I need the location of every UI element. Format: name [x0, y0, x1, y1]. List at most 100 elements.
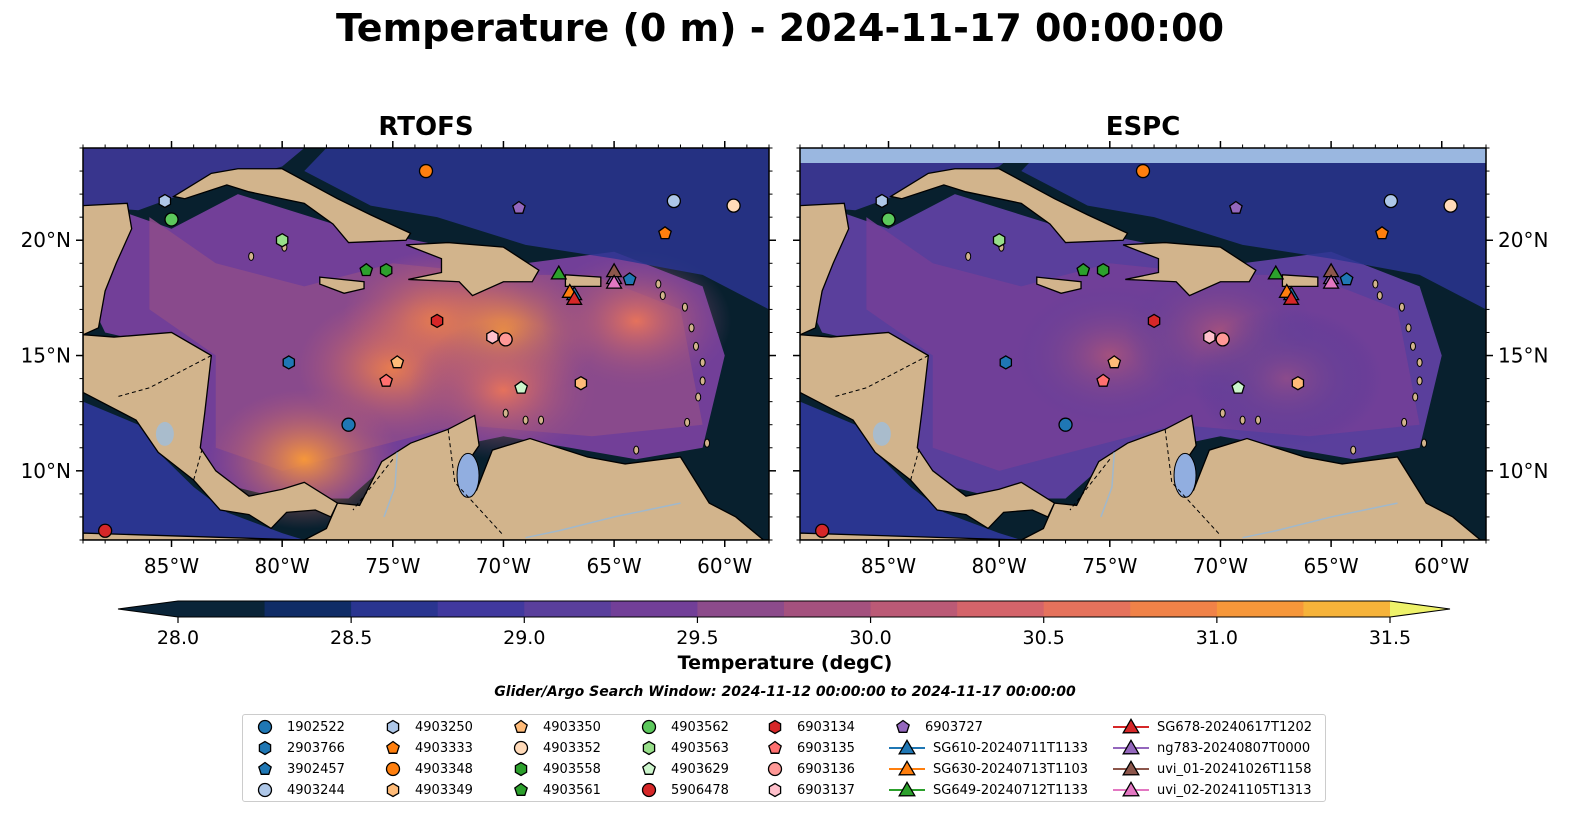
legend-label: 4903350: [543, 719, 601, 735]
legend-marker: [385, 761, 401, 777]
legend-marker: [896, 719, 910, 733]
legend-swatch: [889, 759, 925, 779]
colorbar-segment: [178, 601, 266, 617]
x-tick-label: 80°W: [255, 554, 310, 578]
float-marker-6903134: [1147, 313, 1161, 329]
small-island: [699, 357, 706, 367]
legend-label: 4903333: [415, 740, 473, 756]
legend-marker: [642, 740, 656, 756]
legend-swatch: [889, 717, 917, 737]
small-island: [1239, 415, 1246, 425]
panel-title-espc: ESPC: [1105, 112, 1181, 142]
panel-title-rtofs: RTOFS: [378, 112, 474, 142]
legend-swatch: [761, 738, 789, 758]
float-marker-4903352: [1443, 198, 1458, 213]
legend-label: 4903348: [415, 761, 473, 777]
legend-marker: [1122, 739, 1140, 755]
float-marker-4903244: [666, 193, 681, 209]
legend-marker: [514, 719, 528, 733]
x-tick-label: 85°W: [861, 554, 916, 578]
legend-marker: [898, 739, 916, 755]
legend-marker: [257, 719, 273, 735]
small-island: [248, 251, 255, 261]
float-marker-4903350: [390, 355, 405, 369]
colorbar-tick-label: 30.5: [1023, 627, 1065, 649]
x-tick-label: 85°W: [144, 554, 199, 578]
float-marker-4903348: [1135, 163, 1151, 179]
legend-item: SG610-20240711T1133: [889, 738, 1088, 758]
legend-marker: [514, 761, 528, 777]
float-marker-4903333: [1375, 225, 1389, 240]
small-island: [1416, 357, 1423, 367]
colorbar-segment: [437, 601, 525, 617]
legend-label: 3902457: [287, 761, 345, 777]
y-tick-label: 15°N: [1498, 344, 1548, 368]
x-tick-label: 60°W: [1414, 554, 1469, 578]
small-island: [1409, 341, 1416, 351]
map-panel-rtofs: 85°W 80°W 75°W 70°W 65°W 60°W 10°N 15°N 20°N: [21, 141, 776, 578]
legend-label: 4903244: [287, 782, 345, 798]
legend-label: 6903134: [797, 719, 855, 735]
legend-item: uvi_02-20241105T1313: [1113, 780, 1311, 800]
float-marker-5906478: [97, 523, 113, 538]
legend-marker: [898, 781, 916, 797]
legend-label: 6903135: [797, 740, 855, 756]
gulf-water: [800, 148, 1022, 211]
float-marker-4903349: [1291, 375, 1305, 391]
glider-marker-uvi_02-20241105T1313: [1322, 274, 1340, 289]
puerto-rico-land: [564, 274, 602, 288]
legend-swatch: [1113, 759, 1149, 779]
south-america-land: [83, 414, 769, 540]
lake-nicaragua: [155, 421, 174, 446]
legend-item: 4903352: [507, 738, 601, 758]
colorbar-label: Temperature (degC): [677, 652, 893, 674]
legend-label: 6903136: [797, 761, 855, 777]
legend-label: SG610-20240711T1133: [933, 740, 1089, 756]
river: [525, 502, 681, 539]
legend: 1902522 2903766 3902457 4903244 4903250 49033…: [242, 714, 1326, 802]
south-america-land: [800, 414, 1486, 540]
hispaniola-land: [405, 241, 540, 297]
float-marker-4903562: [881, 212, 896, 227]
small-island: [538, 415, 545, 425]
jamaica-land: [1036, 276, 1082, 294]
small-island: [633, 445, 640, 455]
colorbar-segment: [784, 601, 872, 617]
colorbar-segment: [524, 601, 612, 617]
small-island: [1405, 323, 1412, 333]
hispaniola-land: [1122, 241, 1257, 297]
legend-item: 6903134: [761, 717, 855, 737]
colorbar-tick-label: 28.5: [330, 627, 372, 649]
x-tick-label: 70°W: [1193, 554, 1248, 578]
legend-swatch: [507, 759, 535, 779]
float-marker-4903348: [418, 163, 434, 179]
legend-item: 2903766: [251, 738, 345, 758]
yucatan-land: [83, 202, 133, 336]
float-marker-4903561: [1076, 262, 1091, 277]
legend-marker: [257, 782, 273, 798]
y-tick-label: 15°N: [21, 344, 71, 368]
small-island: [1416, 376, 1423, 386]
small-island: [1350, 445, 1357, 455]
search-window-text: Glider/Argo Search Window: 2024-11-12 00…: [494, 684, 1076, 700]
legend-marker: [898, 760, 916, 776]
float-marker-4903558: [1096, 262, 1110, 278]
float-marker-4903629: [514, 380, 529, 394]
puerto-rico-land: [1281, 274, 1319, 288]
float-marker-2903766: [999, 355, 1013, 370]
legend-label: 1902522: [287, 719, 345, 735]
country-border: [910, 447, 920, 481]
legend-label: SG649-20240712T1133: [933, 782, 1089, 798]
legend-swatch: [251, 717, 279, 737]
x-tick-label: 70°W: [476, 554, 531, 578]
small-island: [965, 251, 972, 261]
legend-label: 4903558: [543, 761, 601, 777]
small-island: [1421, 438, 1428, 448]
river: [1100, 452, 1115, 518]
colorbar: 28.0 28.5 29.0 29.5 30.0 30.5 31.0 31.5: [117, 600, 1451, 649]
colorbar-extend-low: [118, 601, 178, 617]
float-marker-4903349: [574, 375, 588, 391]
country-border: [1164, 429, 1221, 536]
small-island: [704, 438, 711, 448]
float-marker-6903134: [430, 313, 444, 329]
